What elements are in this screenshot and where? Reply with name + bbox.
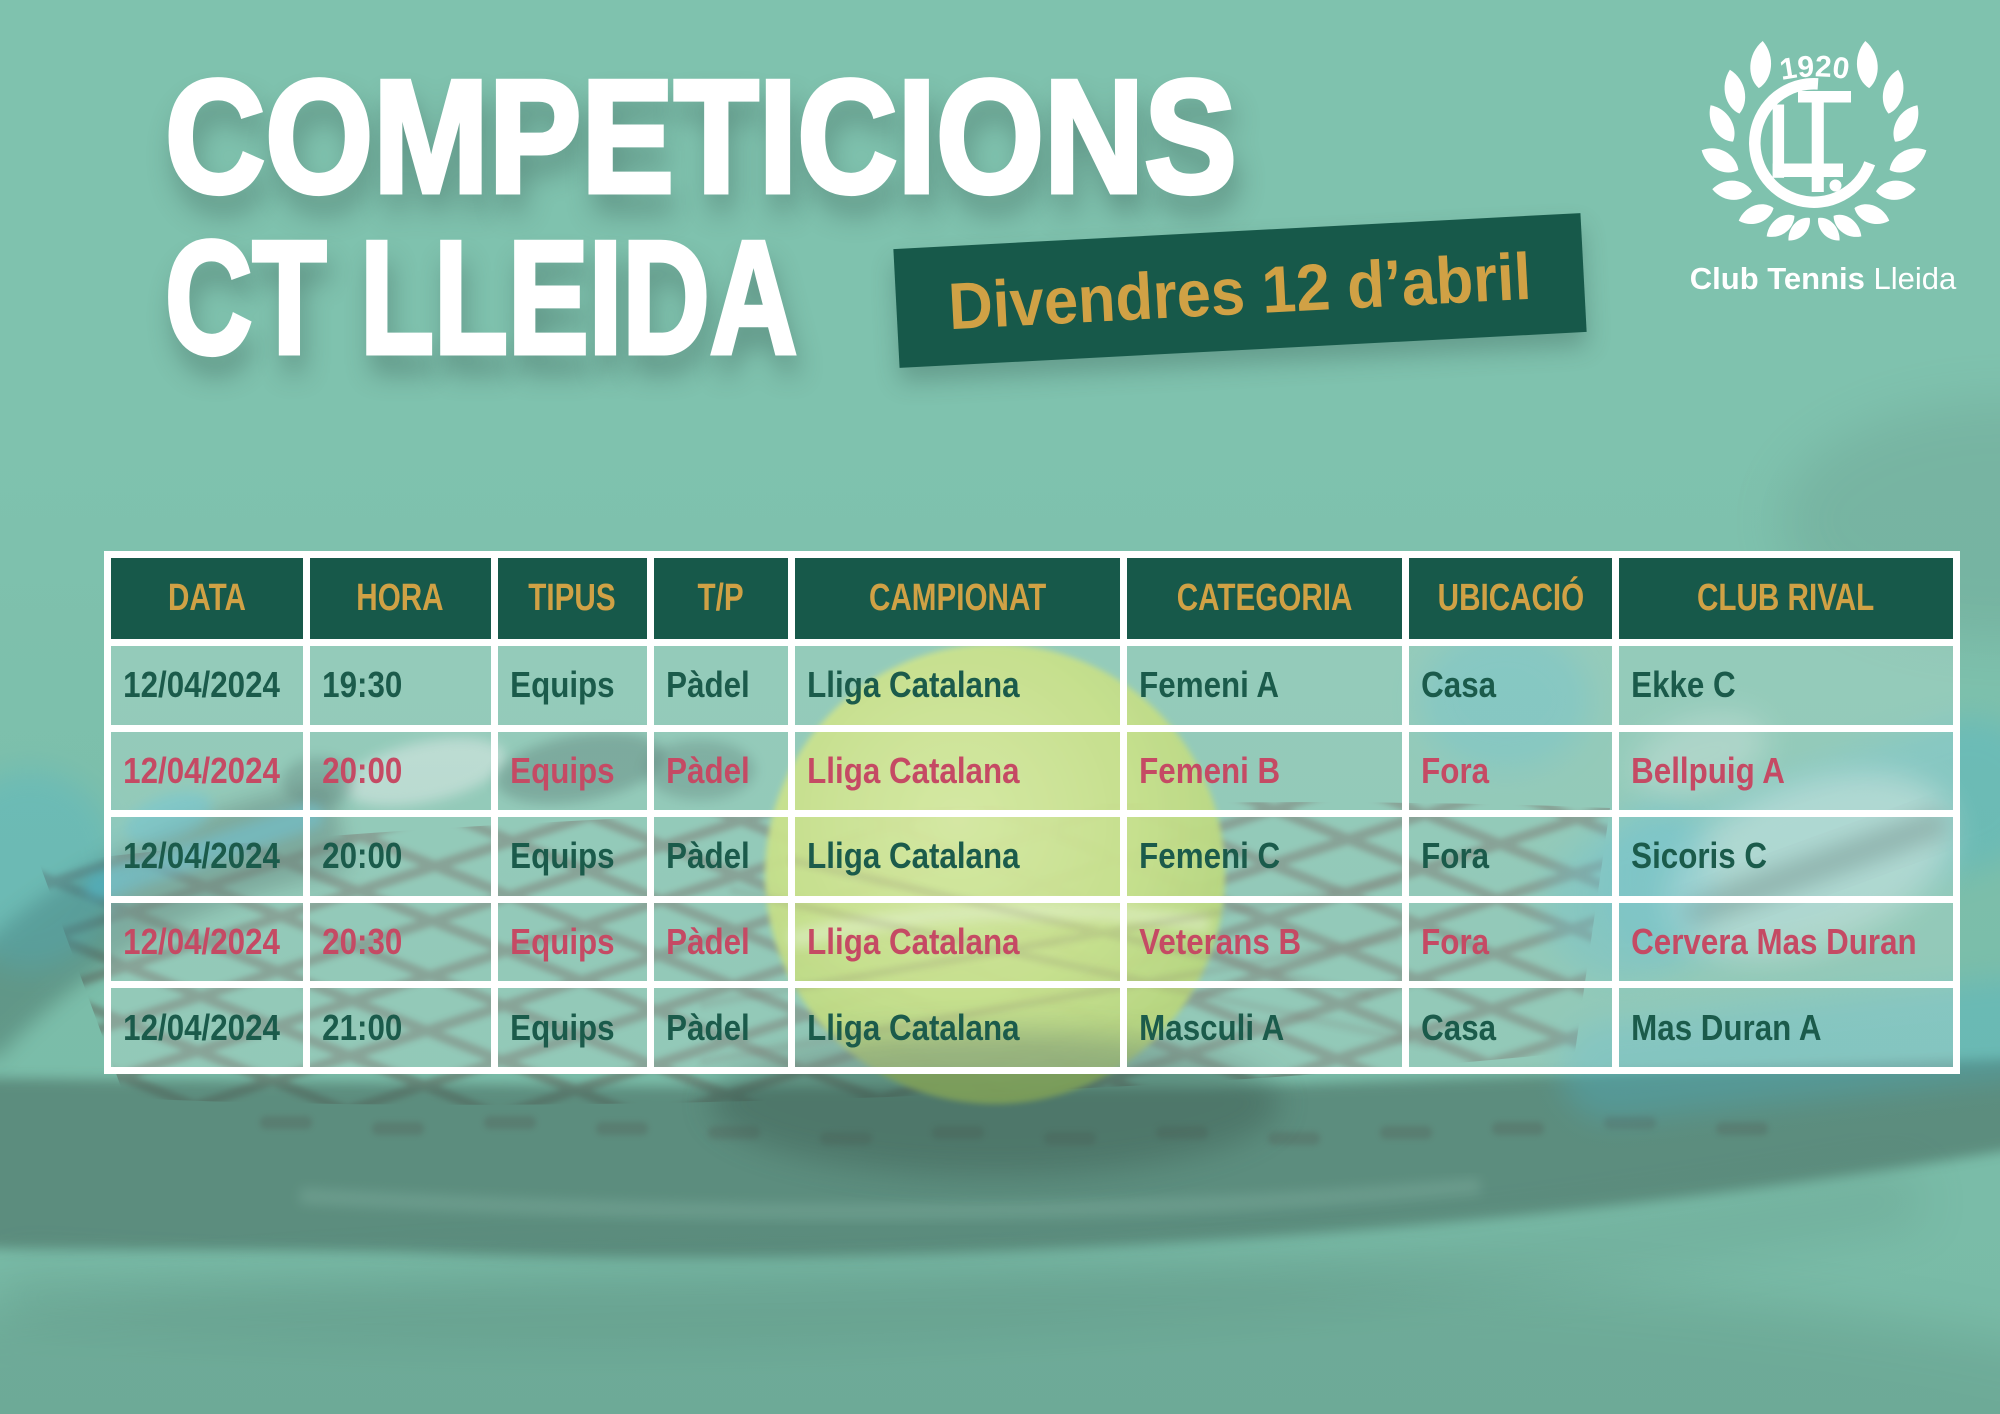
svg-text:Club Tennis Lleida: Club Tennis Lleida — [1690, 261, 1957, 296]
